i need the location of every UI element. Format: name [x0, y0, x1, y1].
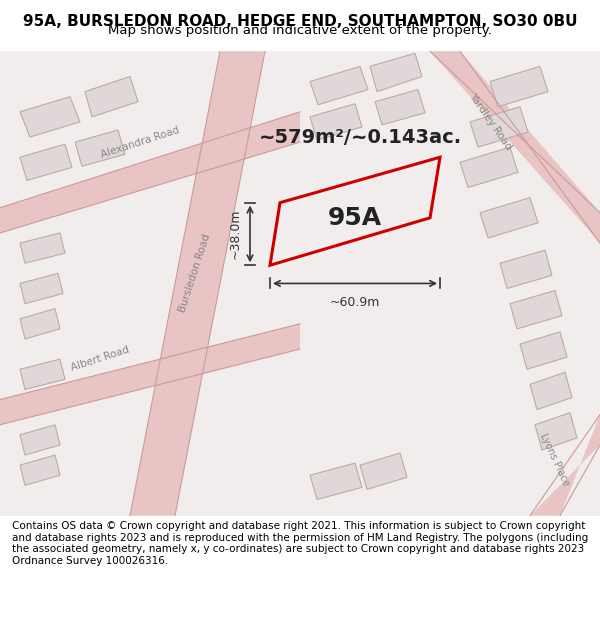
Text: Lyons Place: Lyons Place: [538, 432, 572, 488]
Text: Yardley Road: Yardley Road: [467, 92, 513, 152]
Polygon shape: [20, 359, 65, 389]
Polygon shape: [470, 107, 528, 147]
Polygon shape: [530, 414, 600, 516]
Polygon shape: [375, 89, 425, 125]
Text: 95A: 95A: [328, 206, 382, 230]
Polygon shape: [20, 97, 80, 137]
Polygon shape: [0, 324, 300, 425]
Polygon shape: [520, 332, 567, 369]
Polygon shape: [480, 198, 538, 238]
Polygon shape: [20, 273, 63, 304]
Polygon shape: [535, 412, 577, 450]
Text: ~38.0m: ~38.0m: [229, 209, 242, 259]
Text: Bursledon Road: Bursledon Road: [178, 233, 212, 314]
Text: ~60.9m: ~60.9m: [330, 296, 380, 309]
Polygon shape: [85, 76, 138, 117]
Polygon shape: [75, 130, 125, 166]
Text: ~579m²/~0.143ac.: ~579m²/~0.143ac.: [259, 127, 461, 146]
Polygon shape: [310, 104, 362, 140]
Polygon shape: [20, 144, 72, 181]
Polygon shape: [490, 66, 548, 107]
Polygon shape: [510, 291, 562, 329]
Polygon shape: [530, 372, 572, 409]
Polygon shape: [20, 425, 60, 455]
Polygon shape: [20, 233, 65, 263]
Text: Albert Road: Albert Road: [70, 345, 130, 373]
Polygon shape: [430, 51, 600, 243]
Text: 95A, BURSLEDON ROAD, HEDGE END, SOUTHAMPTON, SO30 0BU: 95A, BURSLEDON ROAD, HEDGE END, SOUTHAMP…: [23, 14, 577, 29]
Text: Alexandra Road: Alexandra Road: [100, 124, 181, 159]
Polygon shape: [20, 309, 60, 339]
Polygon shape: [310, 463, 362, 499]
Polygon shape: [500, 250, 552, 289]
Polygon shape: [20, 455, 60, 486]
Polygon shape: [460, 147, 518, 188]
Text: Map shows position and indicative extent of the property.: Map shows position and indicative extent…: [108, 24, 492, 37]
Polygon shape: [0, 112, 300, 233]
Polygon shape: [310, 66, 368, 105]
Polygon shape: [360, 453, 407, 489]
Polygon shape: [130, 51, 265, 516]
Text: Contains OS data © Crown copyright and database right 2021. This information is : Contains OS data © Crown copyright and d…: [12, 521, 588, 566]
Polygon shape: [370, 53, 422, 92]
